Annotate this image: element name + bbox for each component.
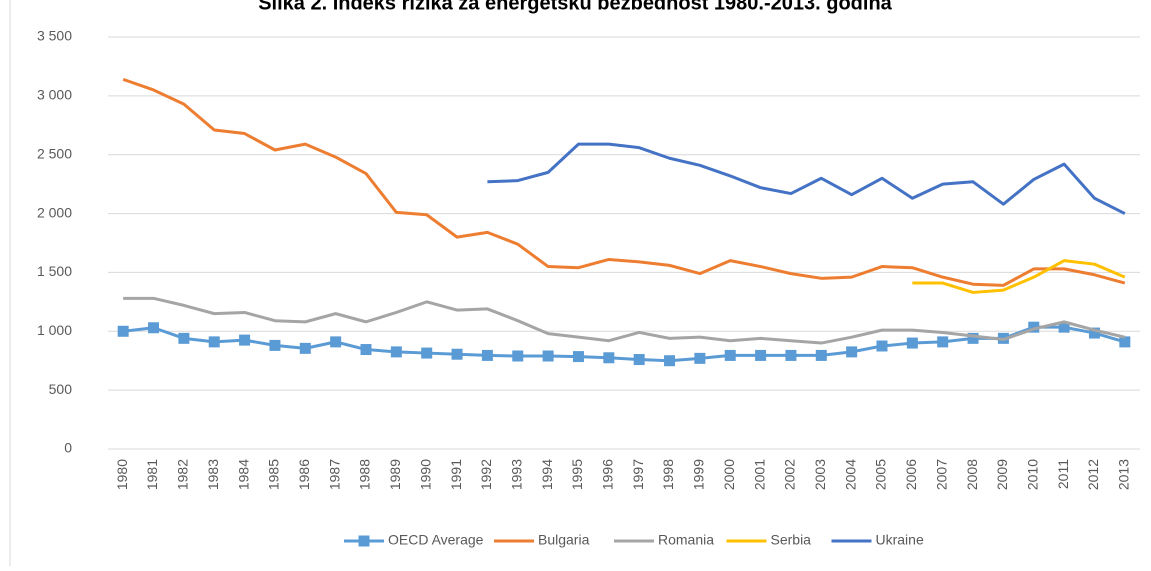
- point-marker: [572, 351, 584, 363]
- legend-label: Ukraine: [876, 532, 924, 548]
- x-tick-label: 2002: [782, 459, 798, 490]
- point-marker: [633, 354, 645, 366]
- point-marker: [1088, 327, 1100, 339]
- chart-title: Slika 2. Indeks rizika za energetsku bez…: [258, 0, 892, 14]
- y-tick-label: 0: [64, 440, 72, 456]
- x-tick-label: 1984: [235, 459, 251, 490]
- x-tick-label: 1996: [600, 459, 616, 490]
- x-tick-label: 2012: [1085, 459, 1101, 490]
- x-tick-label: 1994: [539, 459, 555, 490]
- series-line: [123, 296, 1126, 345]
- x-tick-label: 2009: [994, 459, 1010, 490]
- x-tick-label: 1998: [660, 459, 676, 490]
- x-tick-label: 1985: [266, 459, 282, 490]
- point-marker: [299, 342, 311, 354]
- x-tick-label: 2000: [721, 459, 737, 490]
- x-tick-label: 1990: [417, 459, 433, 490]
- point-marker: [785, 349, 797, 361]
- x-tick-label: 2008: [964, 459, 980, 490]
- x-tick-label: 1997: [630, 459, 646, 490]
- point-marker: [876, 340, 888, 352]
- x-tick-label: 1989: [387, 459, 403, 490]
- point-marker: [451, 348, 463, 360]
- point-marker: [148, 322, 160, 334]
- point-marker: [481, 349, 493, 361]
- point-marker: [1119, 336, 1131, 348]
- point-marker: [846, 346, 858, 358]
- x-tick-label: 2004: [842, 459, 858, 490]
- x-tick-label: 1991: [448, 459, 464, 490]
- series-line: [487, 142, 1126, 215]
- x-tick-label: 1999: [691, 459, 707, 490]
- legend-label: Romania: [658, 532, 714, 548]
- point-marker: [664, 355, 676, 367]
- x-tick-label: 2011: [1055, 459, 1071, 489]
- series-line: [912, 259, 1126, 294]
- legend-label: OECD Average: [388, 532, 484, 548]
- x-tick-label: 1981: [144, 459, 160, 490]
- point-marker: [967, 332, 979, 344]
- x-tick-label: 1992: [478, 459, 494, 490]
- x-tick-label: 1980: [114, 459, 130, 490]
- y-tick-label: 2 500: [37, 145, 72, 161]
- point-marker: [239, 334, 251, 346]
- series-line: [122, 77, 1126, 287]
- point-marker: [906, 337, 918, 349]
- legend-marker: [358, 535, 370, 547]
- point-marker: [178, 332, 190, 344]
- point-marker: [360, 344, 372, 356]
- y-tick-label: 3 000: [37, 87, 72, 103]
- point-marker: [694, 352, 706, 364]
- point-marker: [755, 349, 767, 361]
- point-marker: [330, 336, 342, 348]
- x-tick-label: 1983: [205, 459, 221, 490]
- y-tick-label: 2 000: [37, 204, 72, 220]
- x-tick-label: 2007: [933, 459, 949, 490]
- x-tick-label: 1995: [569, 459, 585, 490]
- point-marker: [208, 336, 220, 348]
- point-marker: [512, 350, 524, 362]
- x-tick-label: 2010: [1024, 459, 1040, 490]
- x-tick-label: 2005: [873, 459, 889, 490]
- x-tick-label: 2006: [903, 459, 919, 490]
- point-marker: [937, 336, 949, 348]
- point-marker: [815, 349, 827, 361]
- legend-label: Serbia: [771, 532, 812, 548]
- x-tick-label: 1987: [326, 459, 342, 490]
- point-marker: [390, 346, 402, 358]
- point-marker: [603, 352, 615, 364]
- y-tick-label: 3 500: [37, 28, 72, 44]
- y-tick-label: 500: [49, 381, 73, 397]
- x-tick-label: 1982: [175, 459, 191, 490]
- x-tick-label: 2001: [751, 459, 767, 490]
- x-tick-label: 1993: [508, 459, 524, 490]
- x-tick-label: 1986: [296, 459, 312, 490]
- x-tick-label: 2003: [812, 459, 828, 490]
- point-marker: [1028, 321, 1040, 333]
- y-tick-label: 1 500: [37, 263, 72, 279]
- y-tick-label: 1 000: [37, 322, 72, 338]
- legend-label: Bulgaria: [538, 532, 590, 548]
- x-tick-label: 1988: [357, 459, 373, 490]
- x-tick-label: 2013: [1116, 459, 1132, 490]
- point-marker: [421, 347, 433, 359]
- point-marker: [117, 325, 129, 337]
- point-marker: [542, 350, 554, 362]
- point-marker: [1058, 321, 1070, 333]
- point-marker: [269, 339, 281, 351]
- series-line: [123, 325, 1126, 363]
- point-marker: [724, 349, 736, 361]
